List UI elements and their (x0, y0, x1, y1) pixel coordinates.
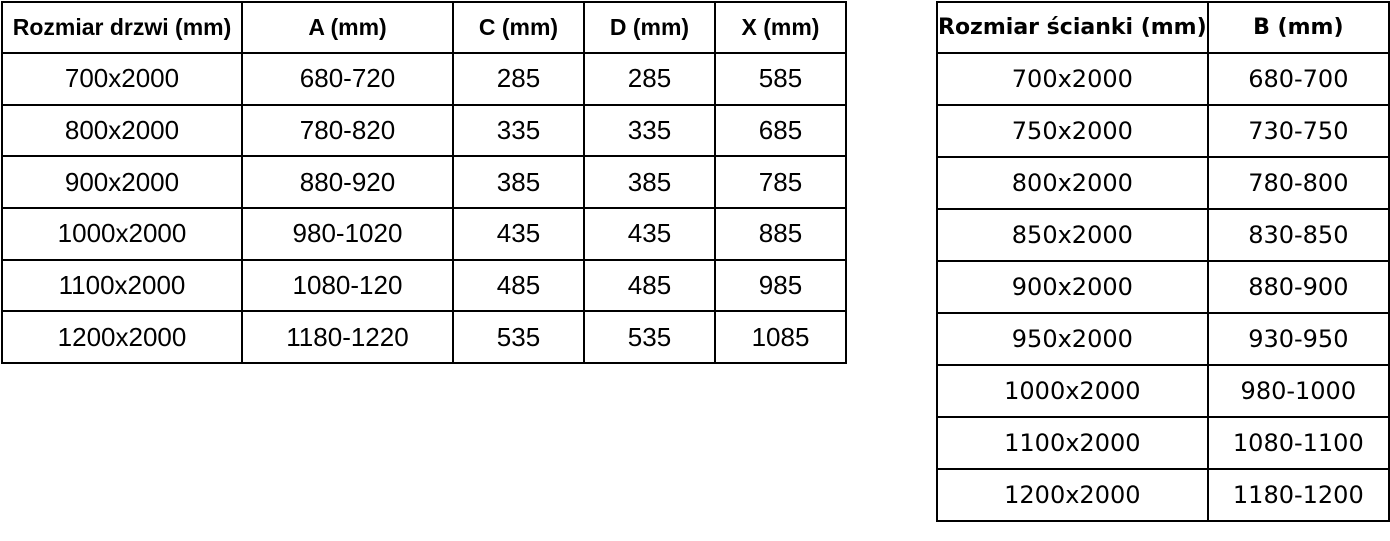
table-cell: 680-720 (241, 52, 454, 106)
table-cell: 800x2000 (936, 156, 1209, 210)
table-row: 1100x2000 1080-120 485 485 985 (1, 258, 847, 313)
table-cell: 730-750 (1206, 104, 1390, 158)
table-cell: 1200x2000 (936, 468, 1209, 522)
table-cell: 1080-1100 (1206, 416, 1390, 470)
table-cell: 1080-120 (241, 258, 454, 313)
table-cell: 485 (452, 258, 585, 313)
table-cell: 850x2000 (936, 208, 1209, 262)
table-cell: 1100x2000 (1, 258, 243, 313)
table-row: 950x2000 930-950 (936, 312, 1390, 366)
column-header: A (mm) (241, 1, 454, 54)
table-row: 800x2000 780-820 335 335 685 (1, 103, 847, 158)
table-cell: 780-820 (241, 103, 454, 158)
table-cell: 585 (714, 52, 847, 106)
table-cell: 700x2000 (936, 52, 1209, 106)
wall-size-table: Rozmiar ścianki (mm) B (mm) 700x2000 680-70… (936, 1, 1390, 522)
table-cell: 335 (452, 103, 585, 158)
table-row: 700x2000 680-700 (936, 52, 1390, 106)
table-cell: 750x2000 (936, 104, 1209, 158)
column-header: D (mm) (583, 1, 716, 54)
table-cell: 950x2000 (936, 312, 1209, 366)
table-cell: 335 (583, 103, 716, 158)
table-row: 1000x2000 980-1000 (936, 364, 1390, 418)
table-cell: 780-800 (1206, 156, 1390, 210)
table-row: 900x2000 880-900 (936, 260, 1390, 314)
table-cell: 435 (452, 207, 585, 261)
table-cell: 1000x2000 (1, 207, 243, 261)
table-cell: 285 (452, 52, 585, 106)
table-row: 850x2000 830-850 (936, 208, 1390, 262)
table-cell: 680-700 (1206, 52, 1390, 106)
column-header: X (mm) (714, 1, 847, 54)
table-cell: 980-1020 (241, 207, 454, 261)
table-cell: 1085 (714, 310, 847, 365)
table-cell: 485 (583, 258, 716, 313)
column-header: C (mm) (452, 1, 585, 54)
table-row: 1200x2000 1180-1200 (936, 468, 1390, 522)
table-cell: 385 (583, 155, 716, 210)
table-row: 1200x2000 1180-1220 535 535 1085 (1, 310, 847, 365)
table-cell: 1000x2000 (936, 364, 1209, 418)
table-row: 1000x2000 980-1020 435 435 885 (1, 207, 847, 261)
table-cell: 535 (452, 310, 585, 365)
table-cell: 1180-1200 (1206, 468, 1390, 522)
table-cell: 1180-1220 (241, 310, 454, 365)
column-header: Rozmiar ścianki (mm) (936, 1, 1209, 54)
table-cell: 880-900 (1206, 260, 1390, 314)
table-cell: 900x2000 (936, 260, 1209, 314)
table-cell: 535 (583, 310, 716, 365)
table-cell: 700x2000 (1, 52, 243, 106)
table-cell: 985 (714, 258, 847, 313)
table-cell: 800x2000 (1, 103, 243, 158)
table-cell: 1100x2000 (936, 416, 1209, 470)
door-size-table: Rozmiar drzwi (mm) A (mm) C (mm) D (mm) X (m… (1, 1, 847, 365)
header-row: Rozmiar drzwi (mm) A (mm) C (mm) D (mm) X (m… (1, 1, 847, 54)
table-cell: 885 (714, 207, 847, 261)
column-header: B (mm) (1206, 1, 1390, 54)
table-cell: 1200x2000 (1, 310, 243, 365)
table-row: 750x2000 730-750 (936, 104, 1390, 158)
table-row: 1100x2000 1080-1100 (936, 416, 1390, 470)
table-cell: 285 (583, 52, 716, 106)
table-row: 800x2000 780-800 (936, 156, 1390, 210)
table-cell: 385 (452, 155, 585, 210)
table-cell: 685 (714, 103, 847, 158)
header-row: Rozmiar ścianki (mm) B (mm) (936, 1, 1390, 54)
table-cell: 830-850 (1206, 208, 1390, 262)
table-cell: 900x2000 (1, 155, 243, 210)
table-cell: 980-1000 (1206, 364, 1390, 418)
table-cell: 435 (583, 207, 716, 261)
table-cell: 785 (714, 155, 847, 210)
table-cell: 880-920 (241, 155, 454, 210)
column-header: Rozmiar drzwi (mm) (1, 1, 243, 54)
table-row: 700x2000 680-720 285 285 585 (1, 52, 847, 106)
table-row: 900x2000 880-920 385 385 785 (1, 155, 847, 210)
table-cell: 930-950 (1206, 312, 1390, 366)
